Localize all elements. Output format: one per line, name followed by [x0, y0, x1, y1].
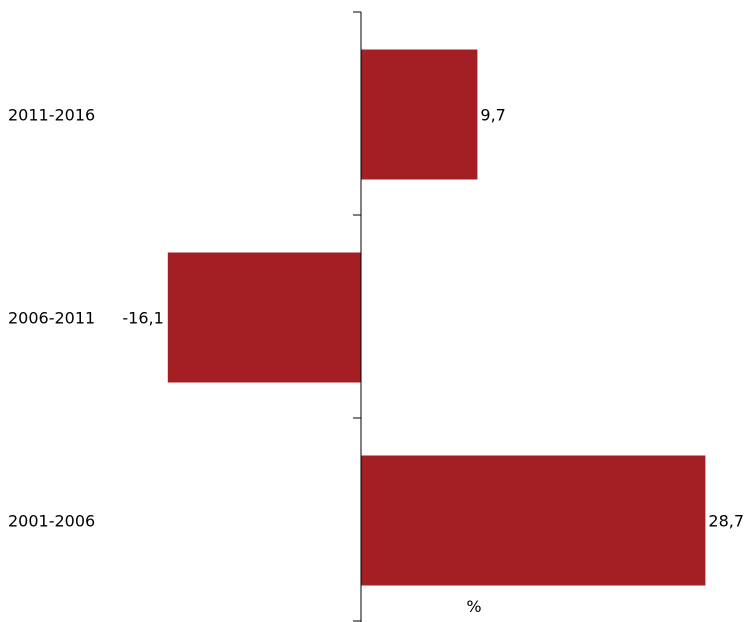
bar-2011-2016	[361, 49, 478, 180]
bar-2001-2006	[361, 455, 706, 586]
category-label: 2001-2006	[8, 512, 95, 531]
value-label: -16,1	[122, 309, 163, 328]
value-labels: 9,7 -16,1 28,7	[122, 106, 744, 531]
category-labels: 2011-2016 2006-2011 2001-2006	[8, 106, 95, 531]
x-axis-label: %	[466, 597, 481, 616]
category-label: 2006-2011	[8, 309, 95, 328]
bars-layer	[167, 49, 706, 586]
category-ticks	[353, 11, 361, 622]
value-label: 28,7	[708, 512, 744, 531]
bar-2006-2011	[167, 252, 361, 383]
category-label: 2011-2016	[8, 106, 95, 125]
value-label: 9,7	[480, 106, 505, 125]
